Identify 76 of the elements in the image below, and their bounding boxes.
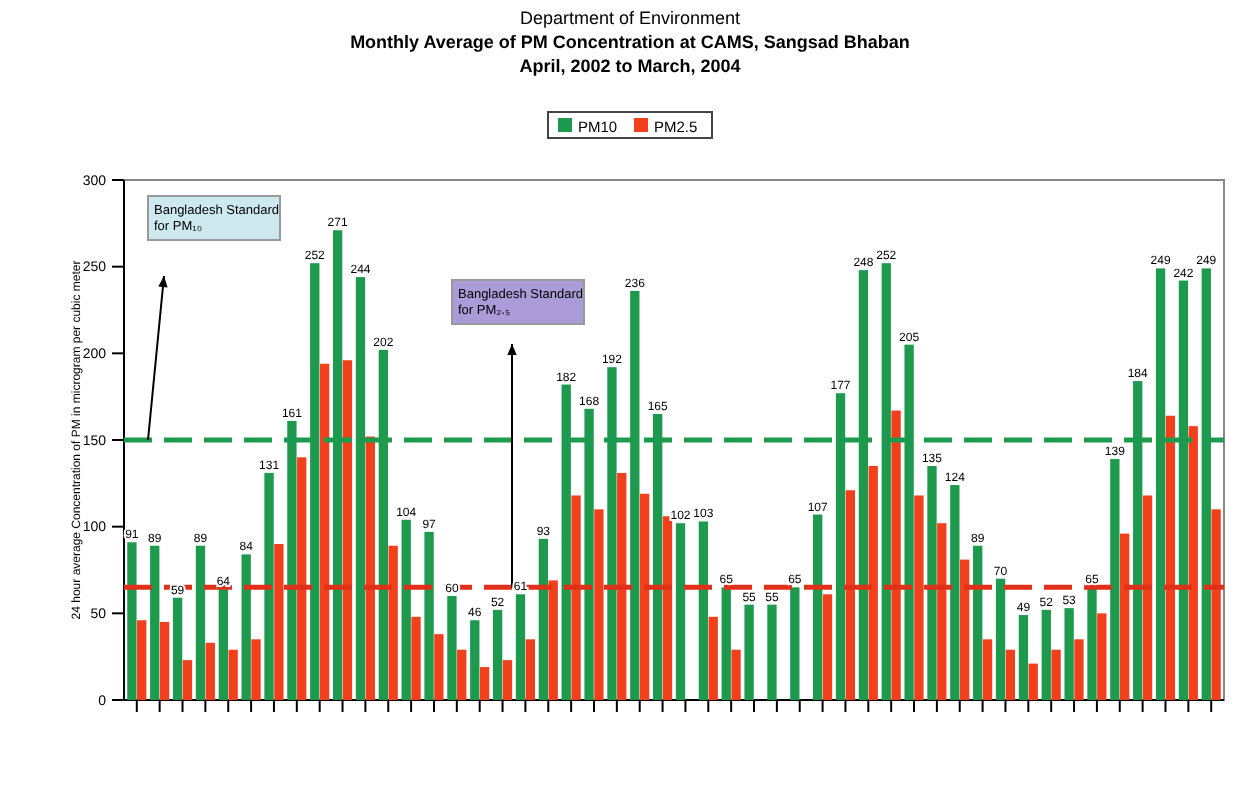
bar [639,493,650,700]
bar [365,436,375,700]
chart-title: Department of Environment [519,8,742,28]
bar [457,649,467,700]
bar [342,360,353,700]
bar [1051,649,1061,700]
bar [424,531,434,700]
bar [218,589,228,700]
bar [1064,608,1074,700]
bar [297,457,307,700]
bar [571,495,581,700]
bar [744,604,754,700]
bar [411,616,421,700]
bar [845,490,856,700]
bar [1028,663,1038,700]
bar [205,642,215,700]
bar [251,639,261,700]
bar [1165,415,1176,700]
bar [721,587,731,700]
bar [127,542,137,700]
bar [662,516,673,700]
bar [1018,615,1029,700]
bar [1211,509,1221,700]
bar [708,616,718,700]
bar [538,538,549,700]
bar [502,660,513,700]
bar [470,620,480,700]
bar [1087,587,1097,700]
bar [172,597,183,700]
bar [813,514,823,700]
bar [434,634,444,700]
bar [1005,649,1016,700]
bar [1097,613,1107,700]
bar [492,609,503,700]
bar [959,559,970,700]
chart-subtitle: Monthly Average of PM Concentration at CAMS, Sangsad Bhaban April, 2002 to March, 2004 [350,32,910,76]
bar [241,554,251,700]
bar [790,587,800,700]
bar [973,545,983,700]
bar [927,466,937,700]
bar [1142,495,1153,700]
bar [182,660,193,700]
bar [617,472,627,700]
bar [525,639,535,700]
bar [150,545,160,700]
bar [319,363,330,700]
bar [228,649,238,700]
bar [137,620,147,700]
bar [274,544,284,700]
bar [264,472,274,700]
bar [698,521,709,700]
bar [548,580,558,700]
bar [982,639,993,700]
bar [937,523,947,700]
bar [594,509,604,700]
bar [401,519,411,700]
bar [1074,639,1084,700]
bar [1188,426,1198,700]
bar [675,523,686,700]
bar [868,466,878,700]
bar [1120,533,1130,700]
bar [731,649,741,700]
bar [1110,459,1120,700]
bar [822,594,833,700]
bar [914,495,924,700]
bar [515,594,526,700]
bar [447,596,457,700]
bar [195,545,206,700]
bar [767,604,777,700]
bar [479,667,490,700]
bar [950,485,960,700]
bar [995,578,1006,700]
bar [891,410,901,700]
bar [388,545,398,700]
bar [1041,609,1051,700]
bar [159,622,170,700]
